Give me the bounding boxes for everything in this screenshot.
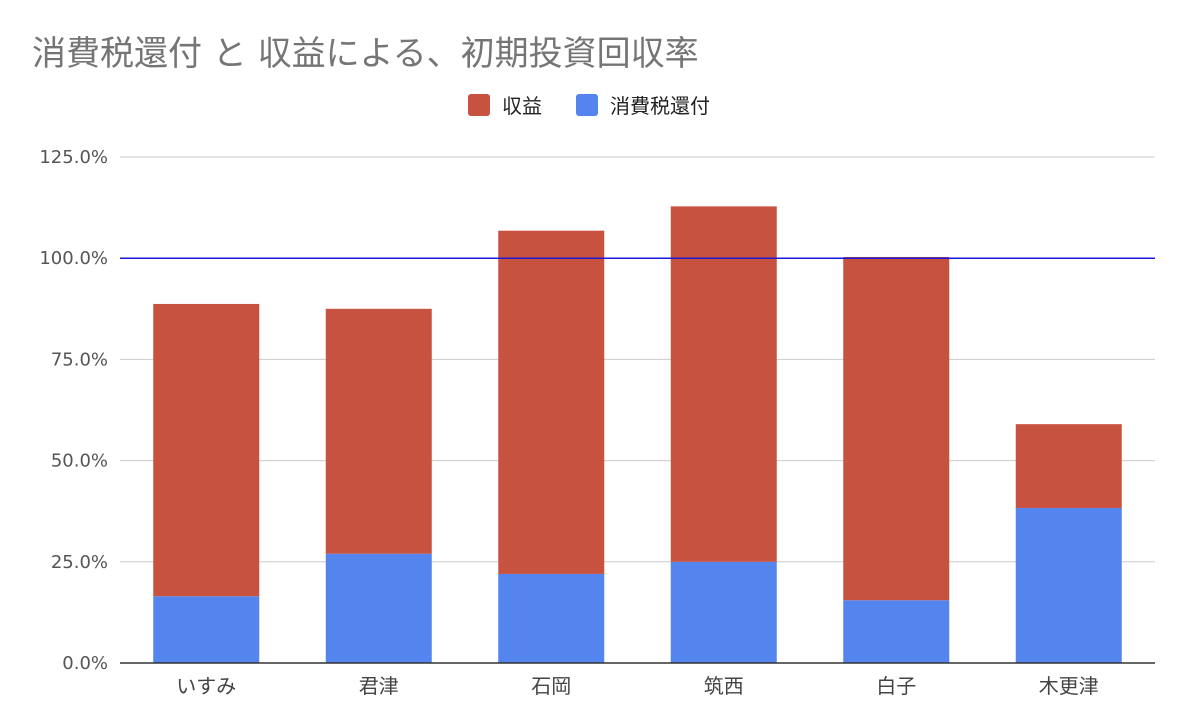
x-tick-label: 石岡 — [531, 674, 571, 698]
legend-item-tax-refund[interactable]: 消費税還付 — [576, 90, 710, 119]
bar-revenue — [498, 230, 605, 574]
x-tick-label: 筑西 — [704, 674, 744, 698]
bar-tax-refund — [153, 596, 260, 663]
bar-tax-refund — [1015, 507, 1122, 663]
bar-revenue — [325, 308, 432, 554]
bar-revenue — [843, 256, 950, 601]
legend-item-revenue[interactable]: 収益 — [468, 90, 542, 119]
bar-revenue — [1015, 424, 1122, 508]
x-tick-label: 白子 — [876, 674, 916, 698]
bar-tax-refund — [325, 553, 432, 663]
chart-title: 消費税還付 と 収益による、初期投資回収率 — [32, 34, 699, 74]
bar-tax-refund — [498, 573, 605, 663]
y-tick-label: 100.0% — [39, 248, 108, 269]
x-tick-label: いすみ — [176, 674, 236, 698]
legend-label-revenue: 収益 — [502, 94, 542, 118]
x-tick-label: 君津 — [359, 674, 399, 698]
y-tick-label: 125.0% — [39, 147, 108, 168]
y-tick-label: 75.0% — [51, 349, 108, 370]
y-tick-label: 0.0% — [62, 653, 108, 674]
bar-tax-refund — [843, 600, 950, 663]
legend-label-tax-refund: 消費税還付 — [610, 94, 710, 118]
legend-swatch-revenue — [468, 93, 490, 116]
legend: 収益 消費税還付 — [0, 90, 1178, 119]
y-tick-label: 50.0% — [51, 451, 108, 472]
bar-revenue — [153, 303, 260, 597]
bar-revenue — [670, 206, 777, 562]
bar-tax-refund — [670, 561, 777, 663]
x-tick-label: 木更津 — [1039, 674, 1099, 698]
legend-swatch-tax-refund — [576, 93, 598, 116]
y-tick-label: 25.0% — [51, 552, 108, 573]
